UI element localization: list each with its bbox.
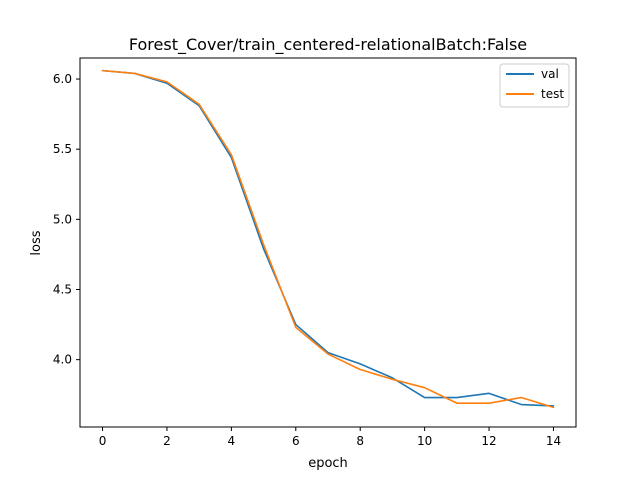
y-tick-label: 4.5 <box>53 283 72 297</box>
x-axis-label: epoch <box>308 456 348 471</box>
y-tick-label: 4.0 <box>53 353 72 367</box>
x-tick-label: 14 <box>546 434 561 448</box>
series-line-test <box>101 69 555 409</box>
y-tick-label: 5.5 <box>53 142 72 156</box>
y-axis-ticks: 4.0 4.5 5.0 5.5 6.0 <box>53 72 80 367</box>
y-tick-label: 5.0 <box>53 212 72 226</box>
legend-label-val: val <box>541 67 559 81</box>
x-tick-label: 0 <box>99 434 107 448</box>
y-axis-label: loss <box>29 230 44 255</box>
series-lines <box>101 69 555 409</box>
y-tick-label: 6.0 <box>53 72 72 86</box>
x-tick-label: 4 <box>228 434 236 448</box>
x-tick-label: 10 <box>417 434 432 448</box>
plot-frame <box>79 57 577 428</box>
legend: val test <box>499 63 570 108</box>
x-tick-label: 8 <box>356 434 364 448</box>
series-line-val <box>101 69 555 407</box>
x-tick-label: 12 <box>481 434 496 448</box>
x-tick-label: 6 <box>292 434 300 448</box>
chart-title: Forest_Cover/train_centered-relationalBa… <box>129 35 527 55</box>
x-tick-label: 2 <box>163 434 171 448</box>
legend-label-test: test <box>541 87 564 101</box>
x-axis-ticks: 0 2 4 6 8 10 12 14 <box>99 427 561 448</box>
